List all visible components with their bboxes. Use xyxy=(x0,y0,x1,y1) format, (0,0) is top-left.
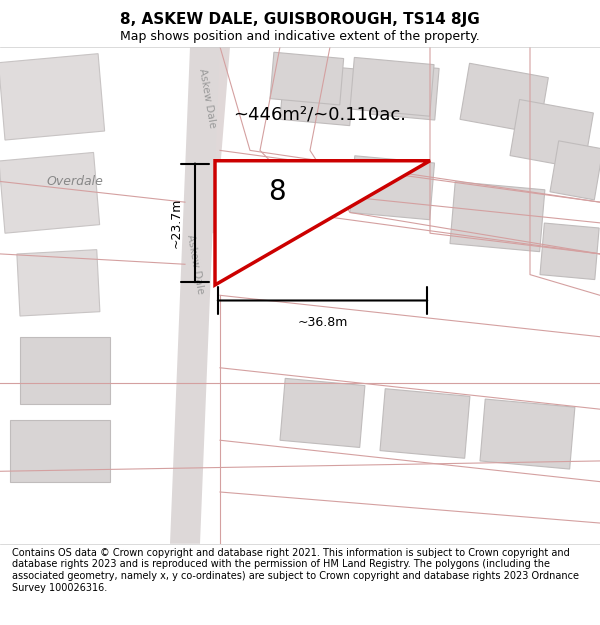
Bar xyxy=(460,63,548,134)
Bar xyxy=(510,99,593,169)
Bar xyxy=(280,378,365,448)
Bar xyxy=(20,337,110,404)
Text: ~36.8m: ~36.8m xyxy=(298,316,347,329)
Bar xyxy=(480,399,575,469)
Bar xyxy=(280,62,355,126)
Polygon shape xyxy=(215,161,430,285)
Text: Overdale: Overdale xyxy=(47,175,103,188)
Bar xyxy=(380,389,470,458)
Text: ~446m²/~0.110ac.: ~446m²/~0.110ac. xyxy=(233,105,407,123)
Bar xyxy=(540,223,599,279)
Text: Askew Dale: Askew Dale xyxy=(197,68,217,129)
Bar xyxy=(350,156,434,220)
Bar xyxy=(0,152,100,233)
Text: 8: 8 xyxy=(268,177,286,206)
Bar xyxy=(450,182,545,252)
Text: 8, ASKEW DALE, GUISBOROUGH, TS14 8JG: 8, ASKEW DALE, GUISBOROUGH, TS14 8JG xyxy=(120,12,480,27)
Text: Askew Dale: Askew Dale xyxy=(185,234,205,295)
Bar xyxy=(350,58,434,116)
Bar xyxy=(17,249,100,316)
Polygon shape xyxy=(170,47,220,544)
Bar xyxy=(270,52,344,105)
Text: Contains OS data © Crown copyright and database right 2021. This information is : Contains OS data © Crown copyright and d… xyxy=(12,548,579,592)
Bar xyxy=(550,141,600,200)
Text: ~23.7m: ~23.7m xyxy=(170,198,183,248)
Polygon shape xyxy=(185,47,230,233)
Bar xyxy=(10,419,110,482)
Bar xyxy=(0,54,104,140)
Bar xyxy=(370,62,439,120)
Text: Map shows position and indicative extent of the property.: Map shows position and indicative extent… xyxy=(120,31,480,44)
